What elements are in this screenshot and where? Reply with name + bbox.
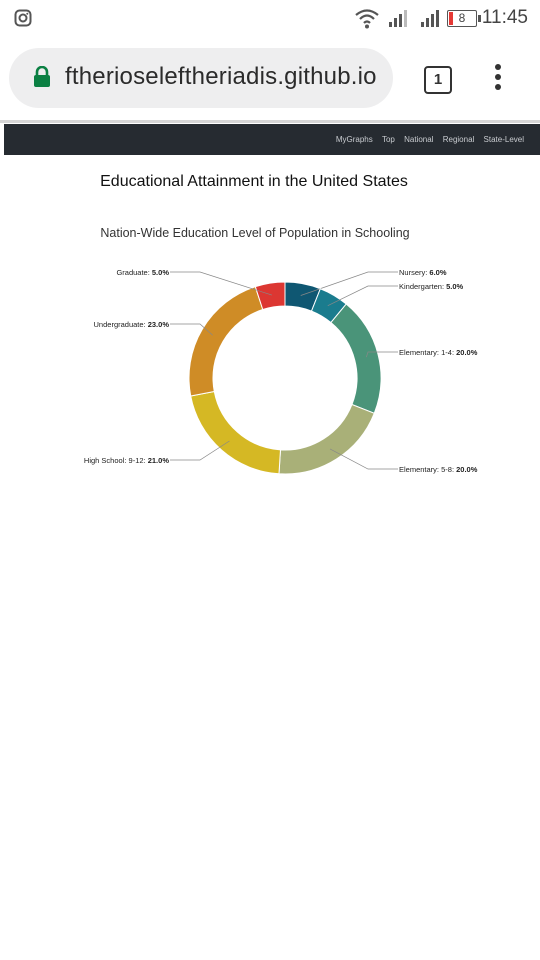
overflow-menu-button[interactable] <box>488 64 508 94</box>
nav-link-regional[interactable]: Regional <box>442 135 475 144</box>
nav-link-national[interactable]: National <box>404 135 434 144</box>
slice-leader-line <box>300 271 398 296</box>
nav-link-state-level[interactable]: State-Level <box>483 135 524 144</box>
nav-link-top[interactable]: Top <box>381 135 395 144</box>
slice-leader-line <box>170 440 230 461</box>
nav-links: MyGraphs Top National Regional State-Lev… <box>329 135 524 144</box>
signal-icon <box>389 10 407 27</box>
donut-slice[interactable] <box>190 390 282 475</box>
slice-label: Kindergarten: 5.0% <box>399 282 464 291</box>
menu-dot-icon <box>495 84 501 90</box>
slice-label: Elementary: 1-4: 20.0% <box>399 348 478 357</box>
slice-leader-line <box>329 448 398 470</box>
page-title: Educational Attainment in the United Sta… <box>100 173 408 190</box>
slice-label: Nursery: 6.0% <box>399 268 447 277</box>
site-navbar: MyGraphs Top National Regional State-Lev… <box>4 124 540 155</box>
battery-level: 8 <box>458 11 466 25</box>
tab-switcher-button[interactable]: 1 <box>424 66 452 94</box>
toolbar-divider <box>0 120 540 123</box>
status-time: 11:45 <box>481 7 528 28</box>
slice-leader-line <box>327 285 398 307</box>
signal-icon-2 <box>421 10 439 27</box>
url-text: ftherioseleftheriadis.github.io <box>65 63 377 90</box>
slice-label: Undergraduate: 23.0% <box>94 320 170 329</box>
slice-leader-line <box>366 351 398 358</box>
donut-slice[interactable] <box>330 303 382 414</box>
lock-icon <box>34 66 50 87</box>
browser-toolbar: ftherioseleftheriadis.github.io 1 <box>0 38 540 120</box>
slice-leader-line <box>170 271 272 296</box>
wifi-icon <box>355 9 379 29</box>
nav-link-mygraphs[interactable]: MyGraphs <box>335 135 373 144</box>
slice-label: High School: 9-12: 21.0% <box>84 456 169 465</box>
donut-chart: Nursery: 6.0% Kindergarten: 5.0% Elementar… <box>84 268 478 475</box>
donut-slice[interactable] <box>188 286 264 397</box>
slice-leader-line <box>170 323 213 336</box>
chart-title: Nation-Wide Education Level of Populatio… <box>100 226 410 240</box>
slice-label: Graduate: 5.0% <box>116 268 169 277</box>
instagram-icon <box>14 9 32 27</box>
menu-dot-icon <box>495 74 501 80</box>
status-bar: 8 11:45 <box>0 0 540 38</box>
slice-label: Elementary: 5-8: 20.0% <box>399 465 478 474</box>
donut-slice[interactable] <box>254 281 286 311</box>
menu-dot-icon <box>495 64 501 70</box>
donut-slice[interactable] <box>278 403 375 475</box>
address-bar[interactable]: ftherioseleftheriadis.github.io <box>9 48 393 108</box>
battery-icon: 8 <box>447 10 481 27</box>
